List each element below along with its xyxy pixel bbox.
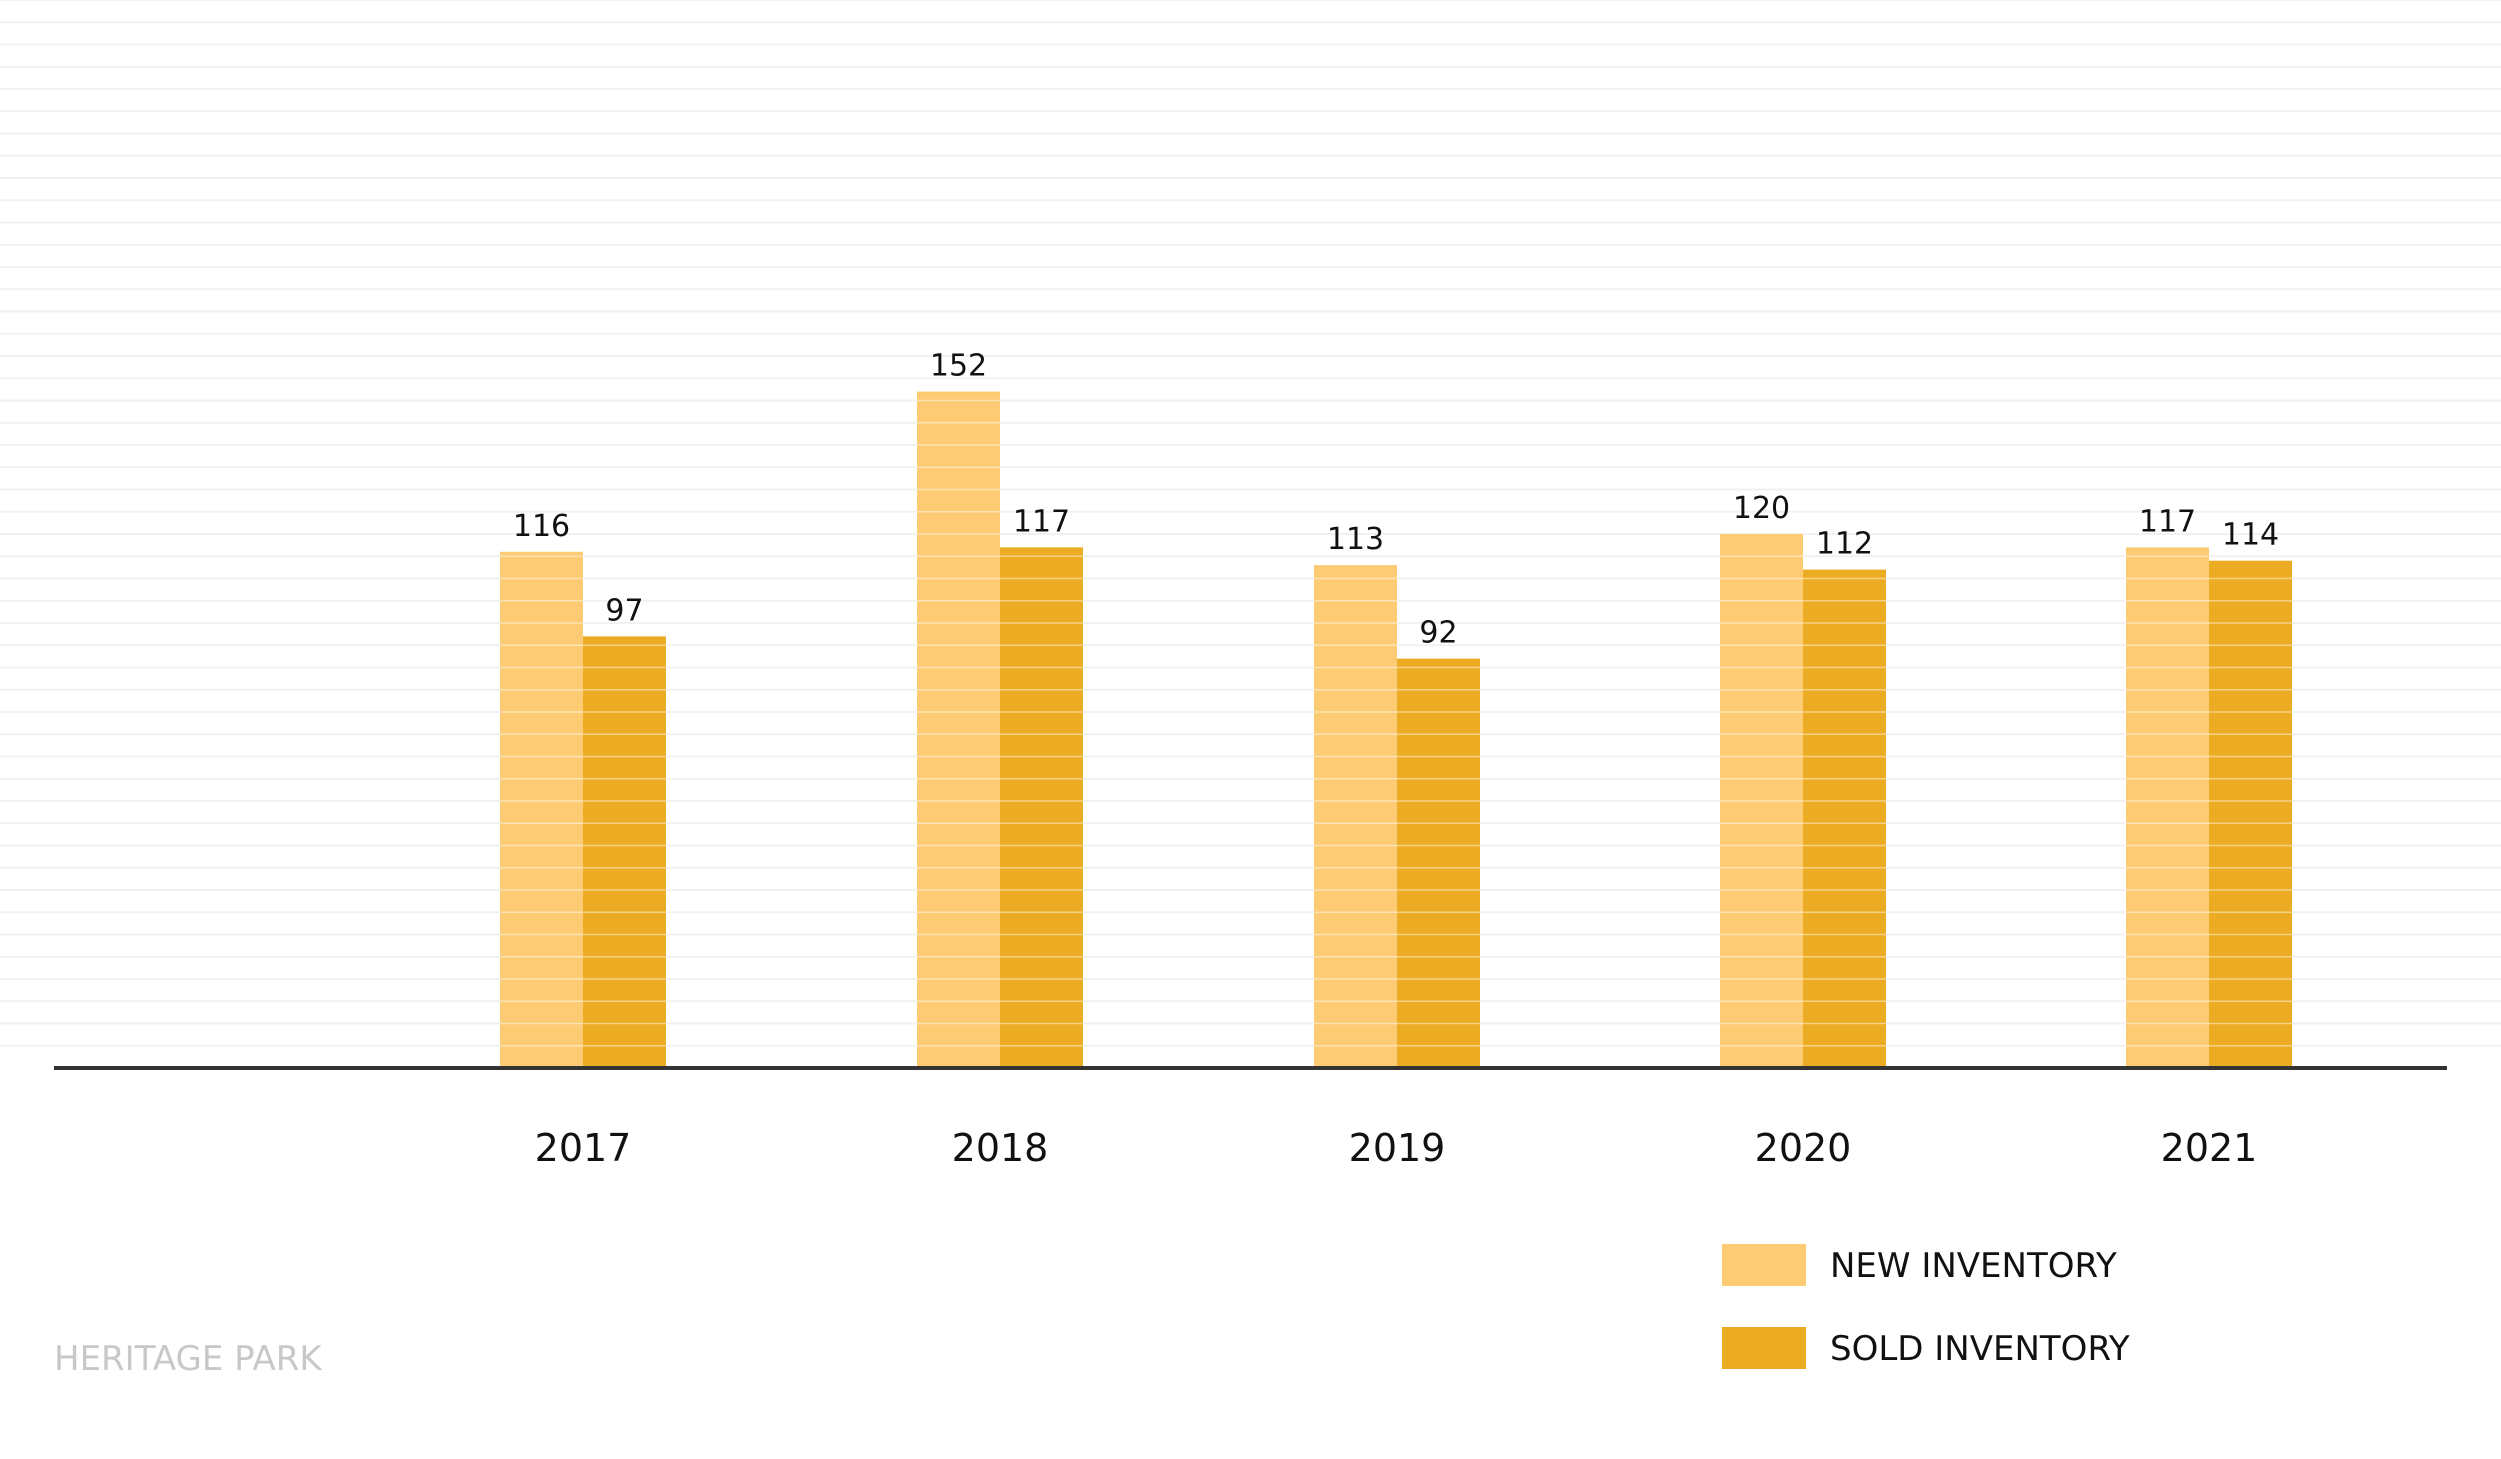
bar-new-inventory-2021 [2126,547,2209,1068]
value-label-new-inventory-2018: 152 [930,349,987,384]
value-label-sold-inventory-2018: 117 [1013,504,1070,539]
legend-swatch-new-inventory [1722,1244,1806,1286]
bar-sold-inventory-2017 [583,636,666,1068]
bars [500,391,2292,1069]
gridlines [0,0,2501,1047]
footer-label: HERITAGE PARK [54,1339,323,1379]
x-tick-label-2020: 2020 [1755,1126,1852,1170]
bar-sold-inventory-2021 [2209,560,2292,1068]
value-label-sold-inventory-2021: 114 [2222,518,2279,553]
bar-sold-inventory-2019 [1397,658,1480,1068]
value-label-new-inventory-2017: 116 [513,509,570,544]
legend-label-sold-inventory: SOLD INVENTORY [1830,1329,2130,1369]
data-labels: 116 97 152 117 113 92 120 112 117 114 [513,349,2279,651]
bar-new-inventory-2018 [917,391,1000,1069]
bar-new-inventory-2020 [1720,534,1803,1068]
x-axis-tick-labels: 2017 2018 2019 2020 2021 [535,1126,2258,1170]
bar-new-inventory-2019 [1314,565,1397,1068]
legend: NEW INVENTORY SOLD INVENTORY [1722,1244,2130,1369]
legend-swatch-sold-inventory [1722,1327,1806,1369]
value-label-new-inventory-2021: 117 [2139,504,2196,539]
value-label-sold-inventory-2019: 92 [1419,616,1457,651]
bar-sold-inventory-2020 [1803,569,1886,1068]
bar-sold-inventory-2018 [1000,547,1083,1068]
value-label-sold-inventory-2017: 97 [605,593,643,628]
value-label-sold-inventory-2020: 112 [1816,527,1873,562]
x-tick-label-2021: 2021 [2161,1126,2258,1170]
value-label-new-inventory-2019: 113 [1327,522,1384,557]
bar-new-inventory-2017 [500,551,583,1068]
value-label-new-inventory-2020: 120 [1733,491,1790,526]
legend-label-new-inventory: NEW INVENTORY [1830,1246,2117,1286]
x-tick-label-2019: 2019 [1349,1126,1446,1170]
x-tick-label-2017: 2017 [535,1126,632,1170]
x-tick-label-2018: 2018 [952,1126,1049,1170]
